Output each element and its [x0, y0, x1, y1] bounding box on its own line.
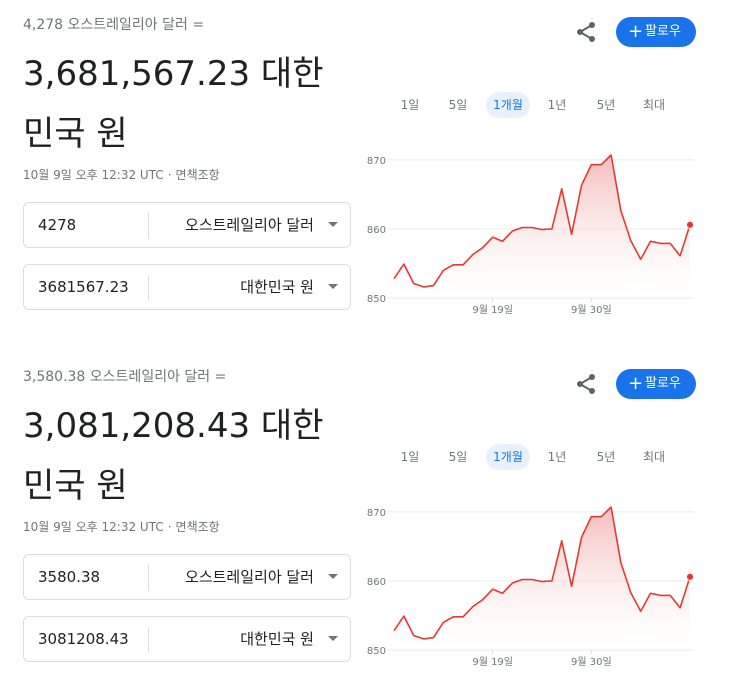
divider	[148, 565, 149, 591]
share-icon[interactable]	[574, 20, 598, 44]
from-amount-input[interactable]	[38, 555, 138, 599]
from-currency-select[interactable]: 오스트레일리아 달러	[185, 216, 314, 234]
currency-converter-card: 4,278 오스트레일리아 달러 = 3,681,567.23 대한민국 원 1…	[0, 0, 742, 342]
tab-max[interactable]: 최대	[642, 450, 666, 464]
rate-line	[393, 154, 691, 288]
to-currency-select[interactable]: 대한민국 원	[240, 278, 314, 296]
tab-5y[interactable]: 5년	[596, 450, 616, 464]
currency-converter-card: 3,580.38 오스트레일리아 달러 = 3,081,208.43 대한민국 …	[0, 352, 742, 694]
from-currency-row: 오스트레일리아 달러	[23, 554, 351, 600]
y-tick-label: 860	[367, 577, 386, 588]
to-amount-input[interactable]	[38, 617, 138, 661]
y-tick-label: 850	[367, 294, 386, 305]
tab-1y[interactable]: 1년	[547, 98, 567, 112]
chevron-down-icon[interactable]	[328, 222, 338, 227]
x-tick-label: 9월 19일	[472, 656, 513, 668]
share-icon[interactable]	[574, 372, 598, 396]
range-tabs: 1일 5일 1개월 1년 5년 최대	[392, 444, 692, 472]
tab-1d[interactable]: 1일	[400, 450, 420, 464]
chevron-down-icon[interactable]	[328, 284, 338, 289]
to-currency-row: 대한민국 원	[23, 264, 351, 310]
from-currency-select[interactable]: 오스트레일리아 달러	[185, 568, 314, 586]
x-tick-label: 9월 19일	[472, 304, 513, 316]
exchange-rate-chart[interactable]: 850 860 870 9월 19일 9월 30일	[358, 140, 708, 330]
plus-icon: +	[628, 373, 644, 394]
x-tick-label: 9월 30일	[571, 304, 612, 316]
disclaimer-link[interactable]: 면책조항	[175, 168, 220, 182]
y-tick-label: 870	[367, 508, 386, 519]
source-amount-text: 3,580.38 오스트레일리아 달러 =	[23, 369, 227, 385]
range-tabs: 1일 5일 1개월 1년 5년 최대	[392, 92, 692, 120]
tab-1m[interactable]: 1개월	[486, 444, 530, 470]
follow-button[interactable]: + 팔로우	[616, 369, 696, 399]
from-currency-row: 오스트레일리아 달러	[23, 202, 351, 248]
from-amount-input[interactable]	[38, 203, 138, 247]
timestamp-row: 10월 9일 오후 12:32 UTC · 면책조항	[23, 168, 220, 182]
exchange-rate-chart[interactable]: 850 860 870 9월 19일 9월 30일	[358, 492, 708, 682]
plus-icon: +	[628, 21, 644, 42]
tab-5d[interactable]: 5일	[448, 450, 468, 464]
divider	[148, 275, 149, 301]
y-tick-label: 850	[367, 646, 386, 657]
source-amount-text: 4,278 오스트레일리아 달러 =	[23, 17, 205, 33]
divider	[148, 627, 149, 653]
disclaimer-link[interactable]: 면책조항	[175, 520, 220, 534]
x-tick-label: 9월 30일	[571, 656, 612, 668]
timestamp-row: 10월 9일 오후 12:32 UTC · 면책조항	[23, 520, 220, 534]
y-tick-label: 870	[367, 156, 386, 167]
timestamp: 10월 9일 오후 12:32 UTC	[23, 168, 164, 182]
chevron-down-icon[interactable]	[328, 574, 338, 579]
tab-1d[interactable]: 1일	[400, 98, 420, 112]
to-currency-row: 대한민국 원	[23, 616, 351, 662]
chevron-down-icon[interactable]	[328, 636, 338, 641]
tab-1y[interactable]: 1년	[547, 450, 567, 464]
tab-1m[interactable]: 1개월	[486, 92, 530, 118]
current-point	[685, 572, 695, 581]
to-currency-select[interactable]: 대한민국 원	[240, 630, 314, 648]
tab-5y[interactable]: 5년	[596, 98, 616, 112]
y-tick-label: 860	[367, 225, 386, 236]
follow-button[interactable]: + 팔로우	[616, 17, 696, 47]
current-point	[685, 220, 695, 229]
area-fill	[394, 507, 690, 650]
converted-result-heading: 3,681,567.23 대한민국 원	[23, 54, 324, 154]
divider	[148, 213, 149, 239]
area-fill	[394, 155, 690, 298]
to-amount-input[interactable]	[38, 265, 138, 309]
follow-label: 팔로우	[645, 24, 681, 39]
rate-line	[393, 506, 691, 640]
converted-result-heading: 3,081,208.43 대한민국 원	[23, 406, 324, 506]
timestamp: 10월 9일 오후 12:32 UTC	[23, 520, 164, 534]
tab-max[interactable]: 최대	[642, 98, 666, 112]
follow-label: 팔로우	[645, 376, 681, 391]
tab-5d[interactable]: 5일	[448, 98, 468, 112]
